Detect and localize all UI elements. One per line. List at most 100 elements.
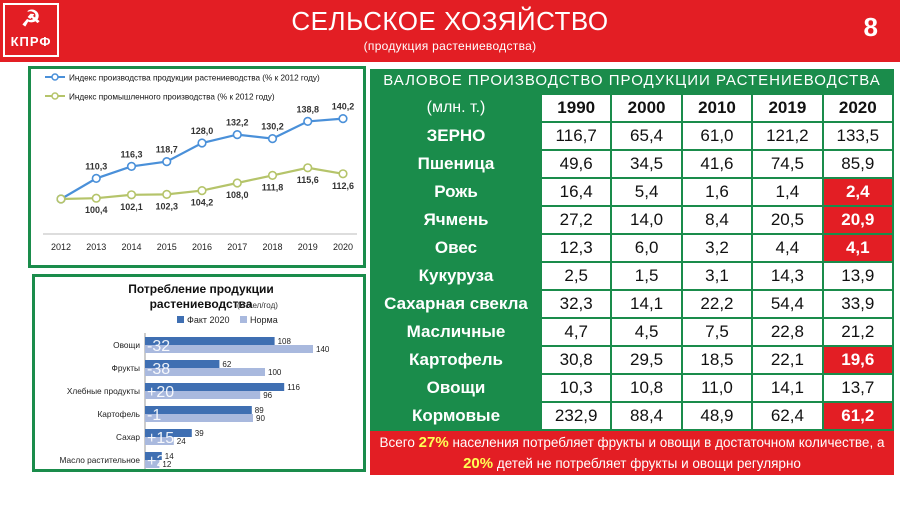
table-row: Кормовые 232,9 88,4 48,9 62,4 61,2 (370, 401, 895, 431)
data-label: 132,2 (226, 118, 249, 128)
page-number: 8 (863, 12, 878, 42)
data-point (338, 113, 348, 124)
value-cell: 13,9 (821, 261, 895, 291)
value-cell: 20,5 (751, 205, 824, 235)
value-cell: 22,8 (751, 317, 824, 347)
bar-fact-value: 14 (165, 452, 174, 461)
data-point (197, 138, 207, 148)
bar-norm-value: 96 (263, 391, 272, 400)
slide-title: СЕЛЬСКОЕ ХОЗЯЙСТВО (291, 6, 609, 36)
crop-name-cell: ЗЕРНО (370, 121, 542, 151)
value-cell: 14,0 (610, 205, 683, 235)
table-row: Рожь 16,4 5,4 1,6 1,4 2,4 (370, 177, 895, 207)
bar-chart-title: Потребление продукции (128, 282, 274, 296)
value-cell: 4,5 (610, 317, 683, 347)
value-cell: 10,8 (610, 373, 683, 403)
data-label: 128,0 (191, 126, 214, 136)
data-point (197, 185, 207, 196)
crop-name-cell: Овощи (370, 373, 542, 403)
value-cell: 18,5 (680, 345, 754, 375)
data-label: 102,3 (155, 201, 178, 211)
x-tick-label: 2012 (51, 242, 71, 252)
table-row: Пшеница 49,6 34,5 41,6 74,5 85,9 (370, 149, 895, 179)
value-cell: 4,4 (751, 233, 824, 263)
note-percent-1: 27% (418, 434, 449, 451)
value-cell: 3,1 (680, 261, 754, 291)
bar-norm (145, 437, 174, 445)
legend-swatch-norm (240, 316, 247, 323)
data-label: 138,8 (296, 104, 319, 114)
bar-diff-label: -1 (147, 407, 161, 424)
data-label: 116,3 (120, 149, 142, 159)
table-row: ЗЕРНО 116,7 65,4 61,0 121,2 133,5 (370, 121, 895, 151)
value-cell: 13,7 (821, 373, 895, 403)
data-label: 111,8 (262, 182, 284, 192)
data-point (91, 193, 101, 203)
table-row: Картофель 30,8 29,5 18,5 22,1 19,6 (370, 345, 895, 375)
value-cell: 85,9 (821, 149, 895, 179)
value-cell: 8,4 (680, 205, 754, 235)
data-label: 112,6 (332, 181, 354, 191)
table-caption: ВАЛОВОЕ ПРОИЗВОДСТВО ПРОДУКЦИИ РАСТЕНИЕВ… (383, 72, 881, 89)
slide-header: ☭ КПРФ СЕЛЬСКОЕ ХОЗЯЙСТВО (продукция рас… (0, 0, 900, 62)
value-cell: 48,9 (680, 401, 754, 431)
note-text-2: населения потребляет фрукты и овощи в до… (448, 435, 885, 450)
value-cell: 29,5 (610, 345, 683, 375)
year-header: 2000 (610, 93, 683, 123)
legend-swatch-fact (177, 316, 184, 323)
value-cell: 49,6 (539, 149, 613, 179)
value-cell: 61,0 (680, 121, 754, 151)
crop-name-cell: Масличные (370, 317, 542, 347)
hammer-sickle-icon: ☭ (21, 6, 41, 31)
bar-norm-value: 24 (177, 437, 186, 446)
legend-marker-2 (51, 92, 59, 100)
crop-name-cell: Пшеница (370, 149, 542, 179)
value-cell: 4,7 (539, 317, 613, 347)
data-label: 104,2 (191, 198, 214, 208)
value-cell: 4,1 (821, 233, 895, 263)
crop-name-cell: Овес (370, 233, 542, 263)
line-chart-panel: Индекс производства продукции растениево… (28, 66, 366, 268)
bar-fact (145, 429, 192, 437)
value-cell: 32,3 (539, 289, 613, 319)
table-body: ЗЕРНО 116,7 65,4 61,0 121,2 133,5 Пшеница 49,6 3… (370, 121, 895, 431)
value-cell: 121,2 (751, 121, 824, 151)
bar-fact (145, 452, 162, 460)
bar-fact-value: 89 (255, 406, 264, 415)
bar-fact-value: 62 (222, 360, 231, 369)
year-header: 2020 (821, 93, 895, 123)
value-cell: 20,9 (821, 205, 895, 235)
data-point (126, 190, 137, 200)
bar-fact-value: 39 (195, 429, 204, 438)
bar-fact-value: 108 (278, 337, 292, 346)
bar-norm (145, 460, 160, 468)
value-cell: 34,5 (610, 149, 683, 179)
table-row: Овес 12,3 6,0 3,2 4,4 4,1 (370, 233, 895, 263)
value-cell: 2,4 (821, 177, 895, 207)
value-cell: 6,0 (610, 233, 683, 263)
production-table: (млн. т.) 1990 2000 2010 2019 2020 ЗЕРНО 116,7… (370, 93, 895, 431)
crop-name-cell: Кукуруза (370, 261, 542, 291)
legend-label-1: Индекс производства продукции растениево… (69, 74, 320, 83)
data-label: 100,4 (85, 205, 108, 215)
legend-label-fact: Факт 2020 (187, 315, 230, 325)
value-cell: 61,2 (821, 401, 895, 431)
bar-norm (145, 391, 261, 399)
bar-norm-value: 12 (162, 460, 171, 469)
x-tick-label: 2020 (333, 242, 353, 252)
category-label: Хлебные продукты (67, 386, 140, 396)
value-cell: 41,6 (680, 149, 754, 179)
value-cell: 5,4 (610, 177, 683, 207)
crop-name-cell: Кормовые (370, 401, 542, 431)
value-cell: 14,1 (610, 289, 683, 319)
value-cell: 16,4 (539, 177, 613, 207)
table-row: Кукуруза 2,5 1,5 3,1 14,3 13,9 (370, 261, 895, 291)
bar-fact (145, 406, 252, 414)
data-label: 108,0 (226, 190, 249, 200)
category-label: Овощи (113, 340, 140, 350)
kprf-logo: ☭ КПРФ (3, 3, 59, 57)
value-cell: 1,6 (680, 177, 754, 207)
data-point (338, 169, 348, 179)
value-cell: 30,8 (539, 345, 613, 375)
value-cell: 12,3 (539, 233, 613, 263)
